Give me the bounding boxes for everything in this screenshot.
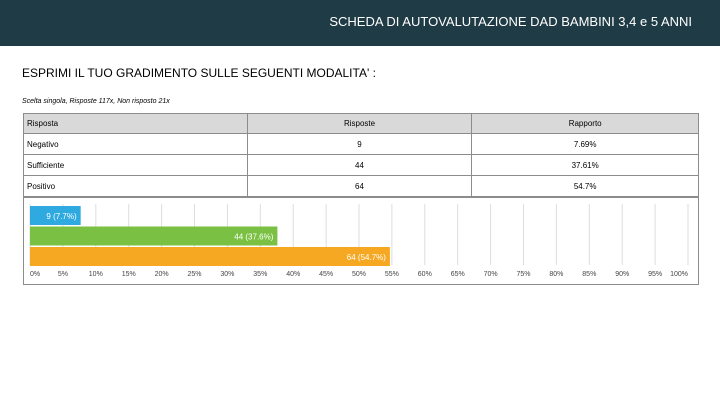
bar-label: 64 (54.7%) <box>347 253 386 262</box>
row-label: Negativo <box>23 133 248 155</box>
tick-label: 50% <box>352 271 366 278</box>
tick-label: 85% <box>582 271 596 278</box>
tick-label: 80% <box>549 271 563 278</box>
bar-chart-svg: 9 (7.7%) 44 (37.6%) 64 (54.7%) 0% 5% 10% 15% 20… <box>29 204 689 278</box>
bar-label: 9 (7.7%) <box>46 212 77 221</box>
tick-label: 20% <box>155 271 169 278</box>
tick-label: 30% <box>220 271 234 278</box>
row-count: 64 <box>246 175 473 197</box>
table-row: Positivo 64 54.7% <box>23 175 699 197</box>
tick-label: 95% <box>648 271 662 278</box>
tick-label: 60% <box>418 271 432 278</box>
header-title: SCHEDA DI AUTOVALUTAZIONE DAD BAMBINI 3,… <box>329 14 692 29</box>
results-chart: 9 (7.7%) 44 (37.6%) 64 (54.7%) 0% 5% 10% 15% 20… <box>23 197 699 285</box>
tick-label: 65% <box>451 271 465 278</box>
row-label: Sufficiente <box>23 154 248 176</box>
tick-label: 100% <box>670 271 688 278</box>
table-row: Sufficiente 44 37.61% <box>23 154 699 176</box>
header-risposte: Risposte <box>246 113 473 134</box>
tick-label: 10% <box>89 271 103 278</box>
row-count: 44 <box>246 154 473 176</box>
tick-label: 40% <box>286 271 300 278</box>
tick-label: 25% <box>187 271 201 278</box>
tick-label: 75% <box>516 271 530 278</box>
row-ratio: 37.61% <box>471 154 699 176</box>
row-label: Positivo <box>23 175 248 197</box>
tick-label: 45% <box>319 271 333 278</box>
tick-label: 15% <box>122 271 136 278</box>
table-row: Negativo 9 7.69% <box>23 133 699 155</box>
response-note: Scelta singola, Risposte 117x, Non rispo… <box>22 98 170 105</box>
tick-label: 55% <box>385 271 399 278</box>
tick-label: 35% <box>253 271 267 278</box>
row-ratio: 54.7% <box>471 175 699 197</box>
question-title: ESPRIMI IL TUO GRADIMENTO SULLE SEGUENTI… <box>22 66 376 80</box>
results-table: Risposta Risposte Rapporto Negativo 9 7.… <box>23 113 699 197</box>
bar-sufficiente <box>30 226 278 246</box>
header-risposta: Risposta <box>23 113 248 134</box>
header-rapporto: Rapporto <box>471 113 699 134</box>
table-header-row: Risposta Risposte Rapporto <box>23 113 699 134</box>
tick-label: 5% <box>58 271 68 278</box>
header-bar: SCHEDA DI AUTOVALUTAZIONE DAD BAMBINI 3,… <box>0 0 720 46</box>
row-ratio: 7.69% <box>471 133 699 155</box>
bar-negativo <box>30 206 81 225</box>
tick-label: 90% <box>615 271 629 278</box>
bar-positivo <box>30 247 390 266</box>
bar-label: 44 (37.6%) <box>234 233 273 242</box>
tick-label: 0% <box>30 271 40 278</box>
tick-label: 70% <box>484 271 498 278</box>
row-count: 9 <box>246 133 473 155</box>
